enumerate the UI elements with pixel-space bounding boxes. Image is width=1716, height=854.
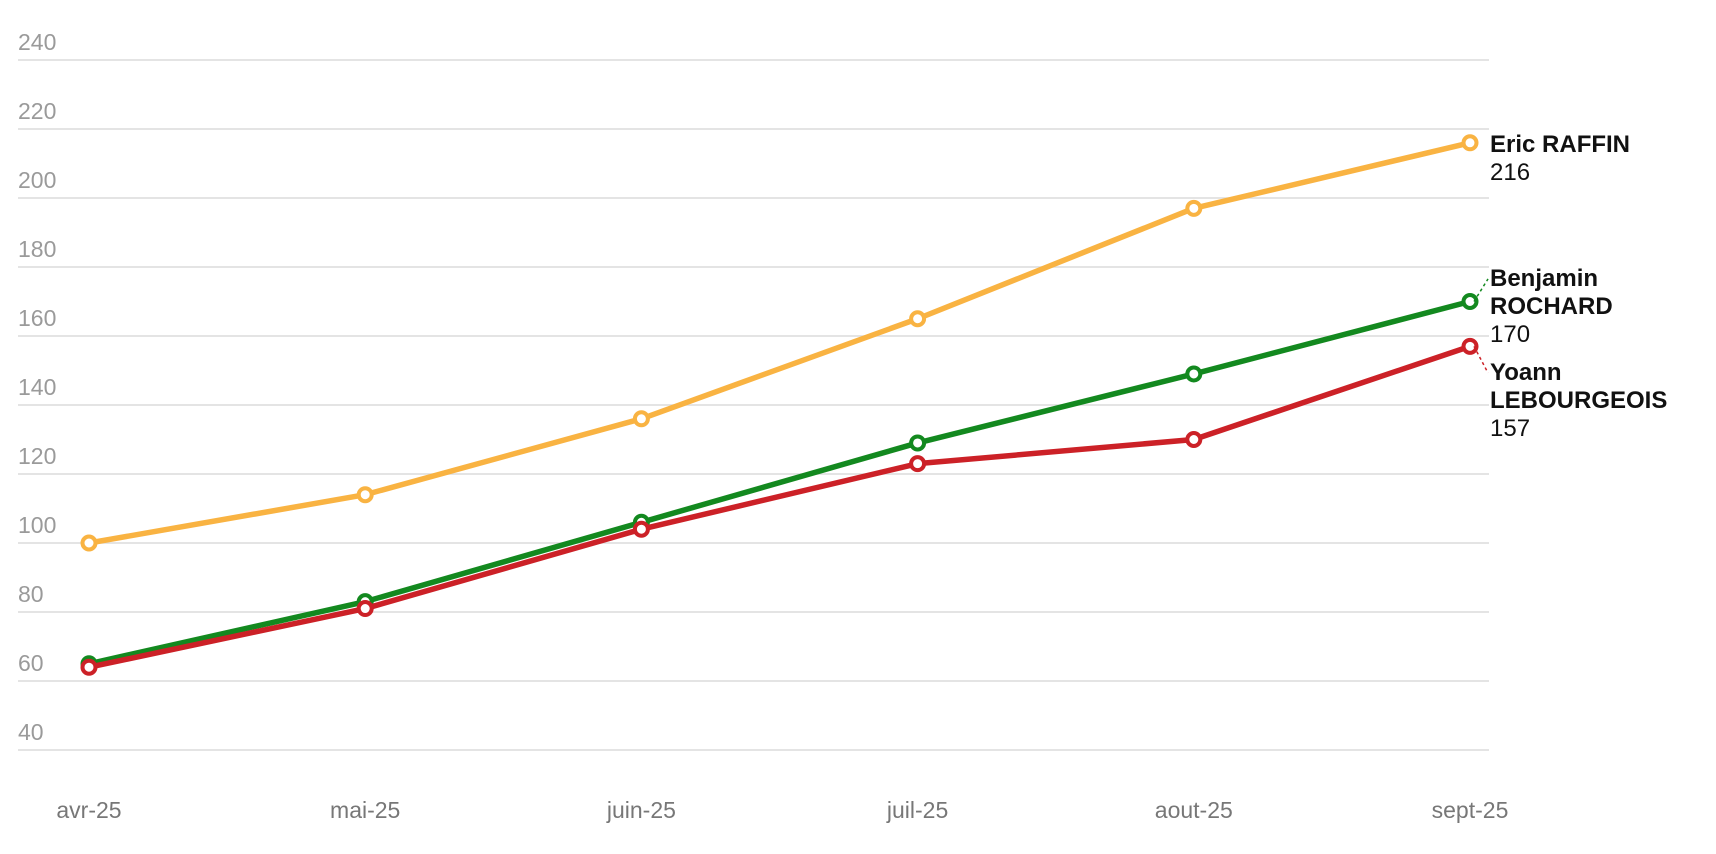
- end-label: Yoann LEBOURGEOIS 157: [1490, 358, 1668, 443]
- point-marker: [909, 434, 927, 452]
- y-tick-label: 80: [18, 581, 44, 607]
- point-marker: [632, 520, 650, 538]
- point-marker: [909, 310, 927, 328]
- leader-line: [1473, 278, 1489, 302]
- x-tick-label: juil-25: [886, 797, 948, 823]
- y-tick-label: 40: [18, 719, 44, 745]
- end-value: 216: [1490, 158, 1531, 186]
- end-label: Eric RAFFIN 216: [1490, 131, 1660, 187]
- x-tick-label: aout-25: [1155, 797, 1233, 823]
- series-name: Eric RAFFIN: [1490, 130, 1631, 158]
- x-tick-label: mai-25: [330, 797, 400, 823]
- point-marker: [1185, 199, 1203, 217]
- point-marker: [909, 455, 927, 473]
- point-marker: [80, 534, 98, 552]
- series-name: Benjamin ROCHARD: [1490, 264, 1613, 320]
- point-marker: [1461, 337, 1479, 355]
- y-tick-label: 60: [18, 650, 44, 676]
- point-marker: [632, 410, 650, 428]
- point-marker: [356, 600, 374, 618]
- series-line: [88, 298, 1471, 667]
- y-tick-label: 180: [18, 236, 56, 262]
- point-marker: [80, 658, 98, 676]
- x-tick-label: avr-25: [56, 797, 121, 823]
- y-tick-label: 160: [18, 305, 56, 331]
- x-tick-label: juin-25: [606, 797, 676, 823]
- y-tick-label: 120: [18, 443, 56, 469]
- end-value: 157: [1490, 414, 1531, 442]
- y-tick-label: 200: [18, 167, 56, 193]
- point-marker: [1185, 365, 1203, 383]
- point-marker: [356, 486, 374, 504]
- y-tick-label: 140: [18, 374, 56, 400]
- series-line: [88, 140, 1471, 546]
- y-tick-label: 100: [18, 512, 56, 538]
- leader-line: [1473, 346, 1489, 374]
- series-line: [88, 343, 1471, 670]
- end-value: 170: [1490, 320, 1531, 348]
- point-marker: [1461, 134, 1479, 152]
- end-label: Benjamin ROCHARD 170: [1490, 265, 1660, 349]
- point-marker: [1185, 431, 1203, 448]
- x-tick-label: sept-25: [1432, 797, 1509, 823]
- series-name: Yoann LEBOURGEOIS: [1490, 358, 1668, 414]
- y-tick-label: 240: [18, 29, 56, 55]
- point-marker: [1461, 293, 1479, 310]
- y-tick-label: 220: [18, 98, 56, 124]
